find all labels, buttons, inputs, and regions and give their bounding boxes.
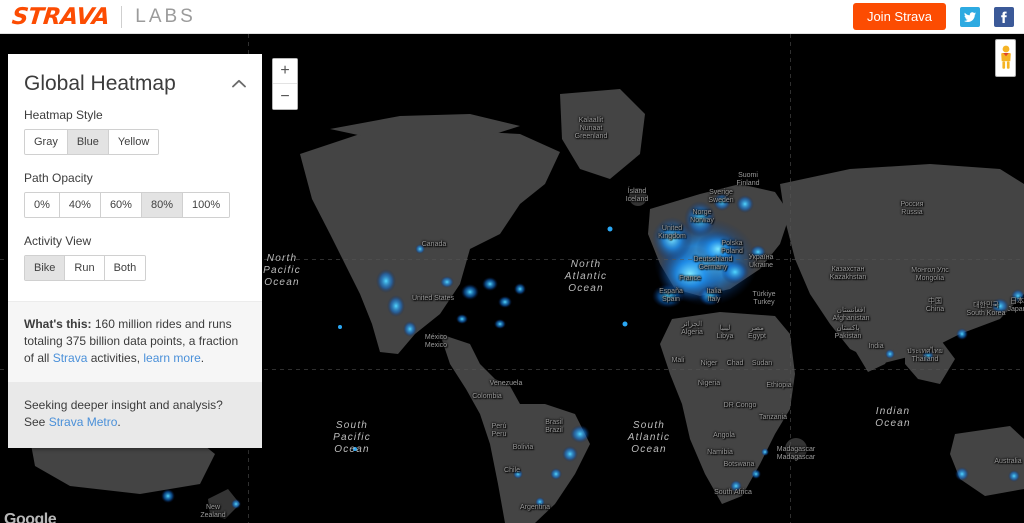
brand-divider: [121, 6, 123, 28]
activity-view-option-both[interactable]: Both: [104, 256, 146, 280]
header-actions: Join Strava: [852, 3, 1014, 30]
heatmap-control-panel: Global Heatmap Heatmap Style Gray Blue Yell…: [8, 54, 262, 448]
activity-view-segmented-control: Bike Run Both: [24, 255, 147, 281]
heatmap-style-option-gray[interactable]: Gray: [25, 130, 68, 154]
chevron-up-icon[interactable]: [230, 76, 248, 90]
path-opacity-option-40pct[interactable]: 40%: [59, 193, 101, 217]
heatmap-style-label: Heatmap Style: [24, 108, 103, 122]
site-header: STRAVA LABS Join Strava: [0, 0, 1024, 34]
heatmap-style-option-blue[interactable]: Blue: [67, 130, 109, 154]
activity-view-option-run[interactable]: Run: [65, 256, 105, 280]
path-opacity-option-80pct[interactable]: 80%: [141, 193, 183, 217]
page-title: Global Heatmap: [24, 72, 176, 95]
activity-view-label: Activity View: [24, 234, 92, 248]
zoom-controls: + −: [272, 58, 298, 110]
activity-view-option-bike[interactable]: Bike: [25, 256, 66, 280]
twitter-icon[interactable]: [960, 6, 980, 27]
whats-this-text-2: activities,: [87, 351, 144, 365]
brand-logo[interactable]: STRAVA LABS: [10, 4, 196, 30]
heatmap-style-segmented-control: Gray Blue Yellow: [24, 129, 160, 155]
panel-fields: Heatmap Style Gray Blue Yellow Path Opacity 0…: [24, 108, 246, 281]
labs-wordmark: LABS: [135, 6, 196, 27]
metro-text-2: .: [117, 415, 121, 429]
learn-more-link[interactable]: learn more: [143, 351, 201, 365]
panel-header: Global Heatmap: [8, 54, 262, 100]
facebook-icon[interactable]: [994, 6, 1014, 27]
panel-body: Heatmap Style Gray Blue Yellow Path Opacity 0…: [8, 100, 262, 301]
strava-link[interactable]: Strava: [52, 351, 88, 365]
strava-wordmark: STRAVA: [10, 4, 111, 30]
path-opacity-option-60pct[interactable]: 60%: [100, 193, 142, 217]
graticule-line: [0, 369, 1024, 370]
graticule-line: [790, 34, 791, 523]
heatmap-style-option-yellow[interactable]: Yellow: [108, 130, 159, 154]
whats-this-info: What's this: 160 million rides and runs …: [8, 301, 262, 382]
path-opacity-segmented-control: 0% 40% 60% 80% 100%: [24, 192, 231, 218]
google-attribution: Google: [4, 511, 57, 523]
zoom-in-button[interactable]: +: [273, 59, 297, 84]
heatmap-canvas[interactable]: North Pacific Ocean North Atlantic Ocean South…: [0, 34, 1024, 523]
metro-text-1: Seeking deeper insight and analysis? See: [24, 398, 223, 429]
whats-this-text-3: .: [200, 351, 205, 365]
strava-metro-link[interactable]: Strava Metro: [48, 415, 118, 429]
path-opacity-label: Path Opacity: [24, 171, 93, 185]
strava-metro-info: Seeking deeper insight and analysis? See…: [8, 382, 262, 448]
graticule-line: [0, 259, 1024, 260]
whats-this-text-1: 160 million rides and runs totaling 375 …: [24, 317, 239, 365]
zoom-out-button[interactable]: −: [273, 84, 297, 109]
pegman-streetview-icon[interactable]: [995, 39, 1016, 77]
field-activity-view: Activity View Bike Run Both: [24, 234, 246, 281]
join-strava-button[interactable]: Join Strava: [852, 3, 946, 30]
whats-this-lead: What's this:: [24, 317, 92, 331]
path-opacity-option-100pct[interactable]: 100%: [183, 193, 230, 217]
field-heatmap-style: Heatmap Style Gray Blue Yellow: [24, 108, 246, 155]
path-opacity-option-0pct[interactable]: 0%: [25, 193, 60, 217]
field-path-opacity: Path Opacity 0% 40% 60% 80% 100%: [24, 171, 246, 218]
